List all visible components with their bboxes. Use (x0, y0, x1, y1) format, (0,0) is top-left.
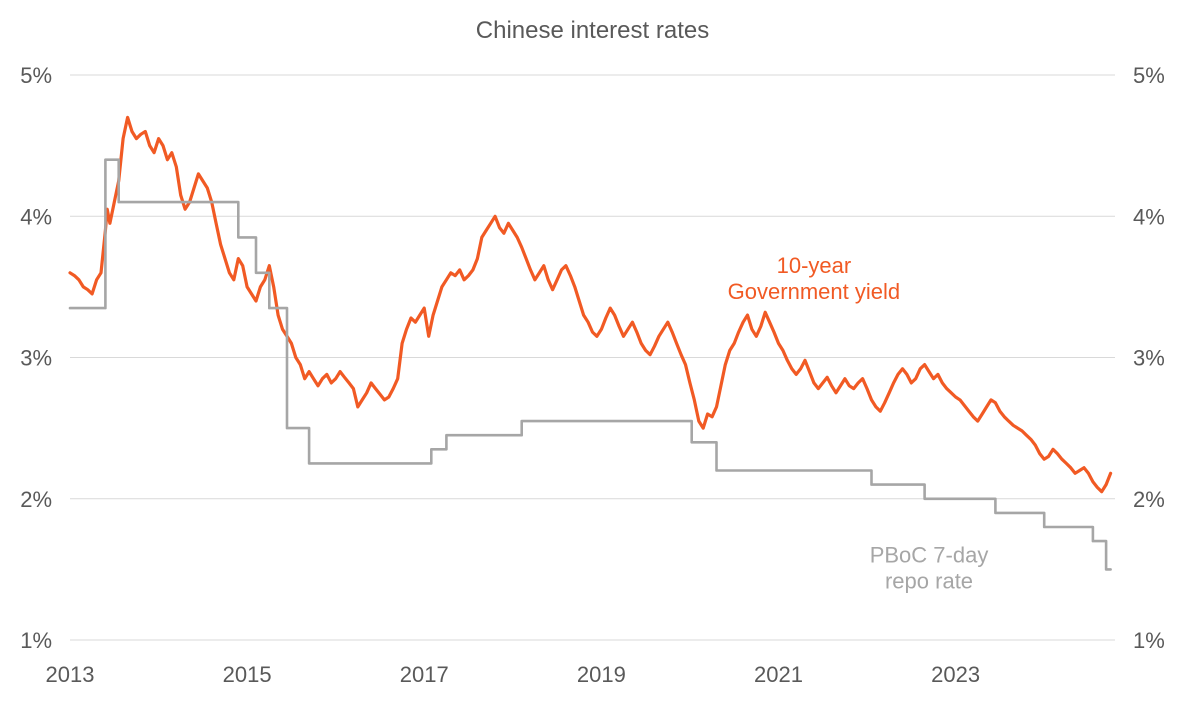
series-annotation: PBoC 7-dayrepo rate (870, 542, 989, 593)
y-tick-label-right: 4% (1133, 204, 1165, 229)
x-tick-label: 2023 (931, 662, 980, 687)
y-tick-label-right: 2% (1133, 487, 1165, 512)
x-tick-label: 2013 (46, 662, 95, 687)
x-tick-label: 2017 (400, 662, 449, 687)
y-tick-label-left: 1% (20, 628, 52, 653)
y-tick-label-right: 1% (1133, 628, 1165, 653)
y-tick-label-left: 2% (20, 487, 52, 512)
y-tick-label-left: 3% (20, 346, 52, 371)
y-tick-label-left: 4% (20, 204, 52, 229)
chart-container: Chinese interest rates 1% 1% 2% 2% 3% 3% 4% 4% 5%… (0, 0, 1181, 709)
y-tick-label-right: 3% (1133, 346, 1165, 371)
chart-title: Chinese interest rates (476, 17, 709, 44)
y-tick-label-left: 5% (20, 63, 52, 88)
y-tick-label-right: 5% (1133, 63, 1165, 88)
x-tick-label: 2015 (223, 662, 272, 687)
line-chart: Chinese interest rates 1% 1% 2% 2% 3% 3% 4% 4% 5%… (0, 0, 1181, 709)
x-tick-label: 2019 (577, 662, 626, 687)
x-tick-label: 2021 (754, 662, 803, 687)
